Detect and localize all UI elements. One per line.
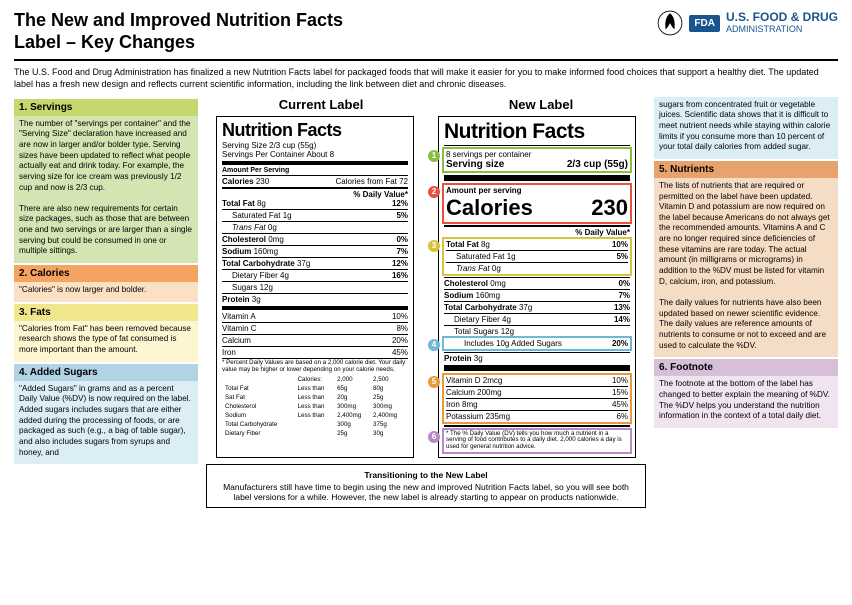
vitamin-row: Calcium 200mg15% [446,388,628,397]
fda-branding: FDA U.S. FOOD & DRUG ADMINISTRATION [657,10,838,36]
current-label-title: Current Label [279,97,364,112]
sec1-hdr: 1. Servings [14,99,198,116]
vitamin-row: Iron45% [222,348,408,357]
sec4-hdr: 4. Added Sugars [14,364,198,381]
nutrient-row: Total Fat 8g12% [222,199,408,208]
new-nutrition-label: Nutrition Facts 1 8 servings per contain… [438,116,636,458]
nutrient-row: Total Carbohydrate 37g13% [444,303,630,312]
badge-3-icon: 3 [428,240,440,252]
badge-4-icon: 4 [428,339,440,351]
nutrient-row: Total Sugars 12g [444,327,630,336]
sec2-hdr: 2. Calories [14,265,198,282]
vitamin-row: Vitamin D 2mcg10% [446,376,628,385]
nutrient-row: Trans Fat 0g [222,223,408,232]
sec3-p1: "Calories from Fat" has been removed bec… [19,324,193,356]
nutrient-row: Trans Fat 0g [446,264,628,273]
sec2-p1: "Calories" is now larger and bolder. [19,285,193,296]
nutrient-row: Total Carbohydrate 37g12% [222,259,408,268]
page-title-l1: The New and Improved Nutrition Facts [14,10,343,32]
transition-box: Transitioning to the New Label Manufactu… [206,464,646,508]
nutrient-row: Sodium 160mg7% [222,247,408,256]
intro-text: The U.S. Food and Drug Administration ha… [14,67,838,90]
sec4-p1: "Added Sugars" in grams and as a percent… [19,384,193,459]
sec6-p1: The footnote at the bottom of the label … [659,379,833,422]
nutrient-row: Cholesterol 0mg0% [222,235,408,244]
sec6-hdr: 6. Footnote [654,359,838,376]
nutrient-row: Dietary Fiber 4g16% [222,271,408,280]
fda-name-1: U.S. FOOD & DRUG [726,11,838,24]
sec5-hdr: 5. Nutrients [654,161,838,178]
fda-name-2: ADMINISTRATION [726,25,838,35]
nutrient-row: Sugars 12g [222,283,408,292]
vitamin-row: Vitamin A10% [222,312,408,321]
header-rule [14,59,838,61]
cl-ss: Serving Size 2/3 cup (55g) [222,141,408,150]
header-row: The New and Improved Nutrition Facts Lab… [14,10,838,53]
nutrient-row: Protein 3g [444,354,630,363]
transition-body: Manufacturers still have time to begin u… [215,482,637,502]
vitamin-row: Iron 8mg45% [446,400,628,409]
sec1-p1: The number of "servings per container" a… [19,119,193,194]
badge-6-icon: 6 [428,431,440,443]
nutrient-row: Includes 10g Added Sugars20% [446,339,628,348]
badge-5-icon: 5 [428,376,440,388]
nutrient-row: Dietary Fiber 4g14% [444,315,630,324]
sec1-p2: There are also new requirements for cert… [19,204,193,257]
badge-1-icon: 1 [428,150,440,162]
nutrient-row: Total Fat 8g10% [446,240,628,249]
right-sidebar: sugars from concentrated fruit or vegeta… [654,97,838,508]
badge-2-icon: 2 [428,186,440,198]
cl-spc: Servings Per Container About 8 [222,150,408,159]
cl-aps: Amount Per Serving [222,167,289,175]
cl-foot-table: Calories:2,0002,500Total FatLess than65g… [222,374,408,439]
fda-logo-badge: FDA [689,15,720,32]
vitamin-row: Calcium20% [222,336,408,345]
nutrient-row: Protein 3g [222,295,408,304]
vitamin-row: Vitamin C8% [222,324,408,333]
current-nutrition-label: Nutrition Facts Serving Size 2/3 cup (55… [216,116,414,458]
nl-title: Nutrition Facts [444,120,630,144]
nutrient-row: Sodium 160mg7% [444,291,630,300]
sec5-p2: The daily values for nutrients have also… [659,298,833,351]
transition-title: Transitioning to the New Label [215,470,637,480]
middle-col: Current Label New Label Nutrition Facts … [206,97,646,508]
nutrient-row: Saturated Fat 1g5% [222,211,408,220]
sec5-p1: The lists of nutrients that are required… [659,181,833,288]
sec3-hdr: 3. Fats [14,304,198,321]
cl-title: Nutrition Facts [222,120,408,141]
cont1: sugars from concentrated fruit or vegeta… [659,100,833,153]
new-label-title: New Label [509,97,573,112]
cl-foot1: * Percent Daily Values are based on a 2,… [222,360,408,374]
page-title-l2: Label – Key Changes [14,32,343,54]
nutrient-row: Cholesterol 0mg0% [444,279,630,288]
nl-foot: * The % Daily Value (DV) tells you how m… [446,431,628,451]
cl-dv: % Daily Value* [353,190,408,199]
nl-servings: 8 servings per container [446,150,628,159]
hhs-seal-icon [657,10,683,36]
vitamin-row: Potassium 235mg6% [446,412,628,421]
nutrient-row: Saturated Fat 1g5% [446,252,628,261]
left-sidebar: 1. Servings The number of "servings per … [14,97,198,508]
